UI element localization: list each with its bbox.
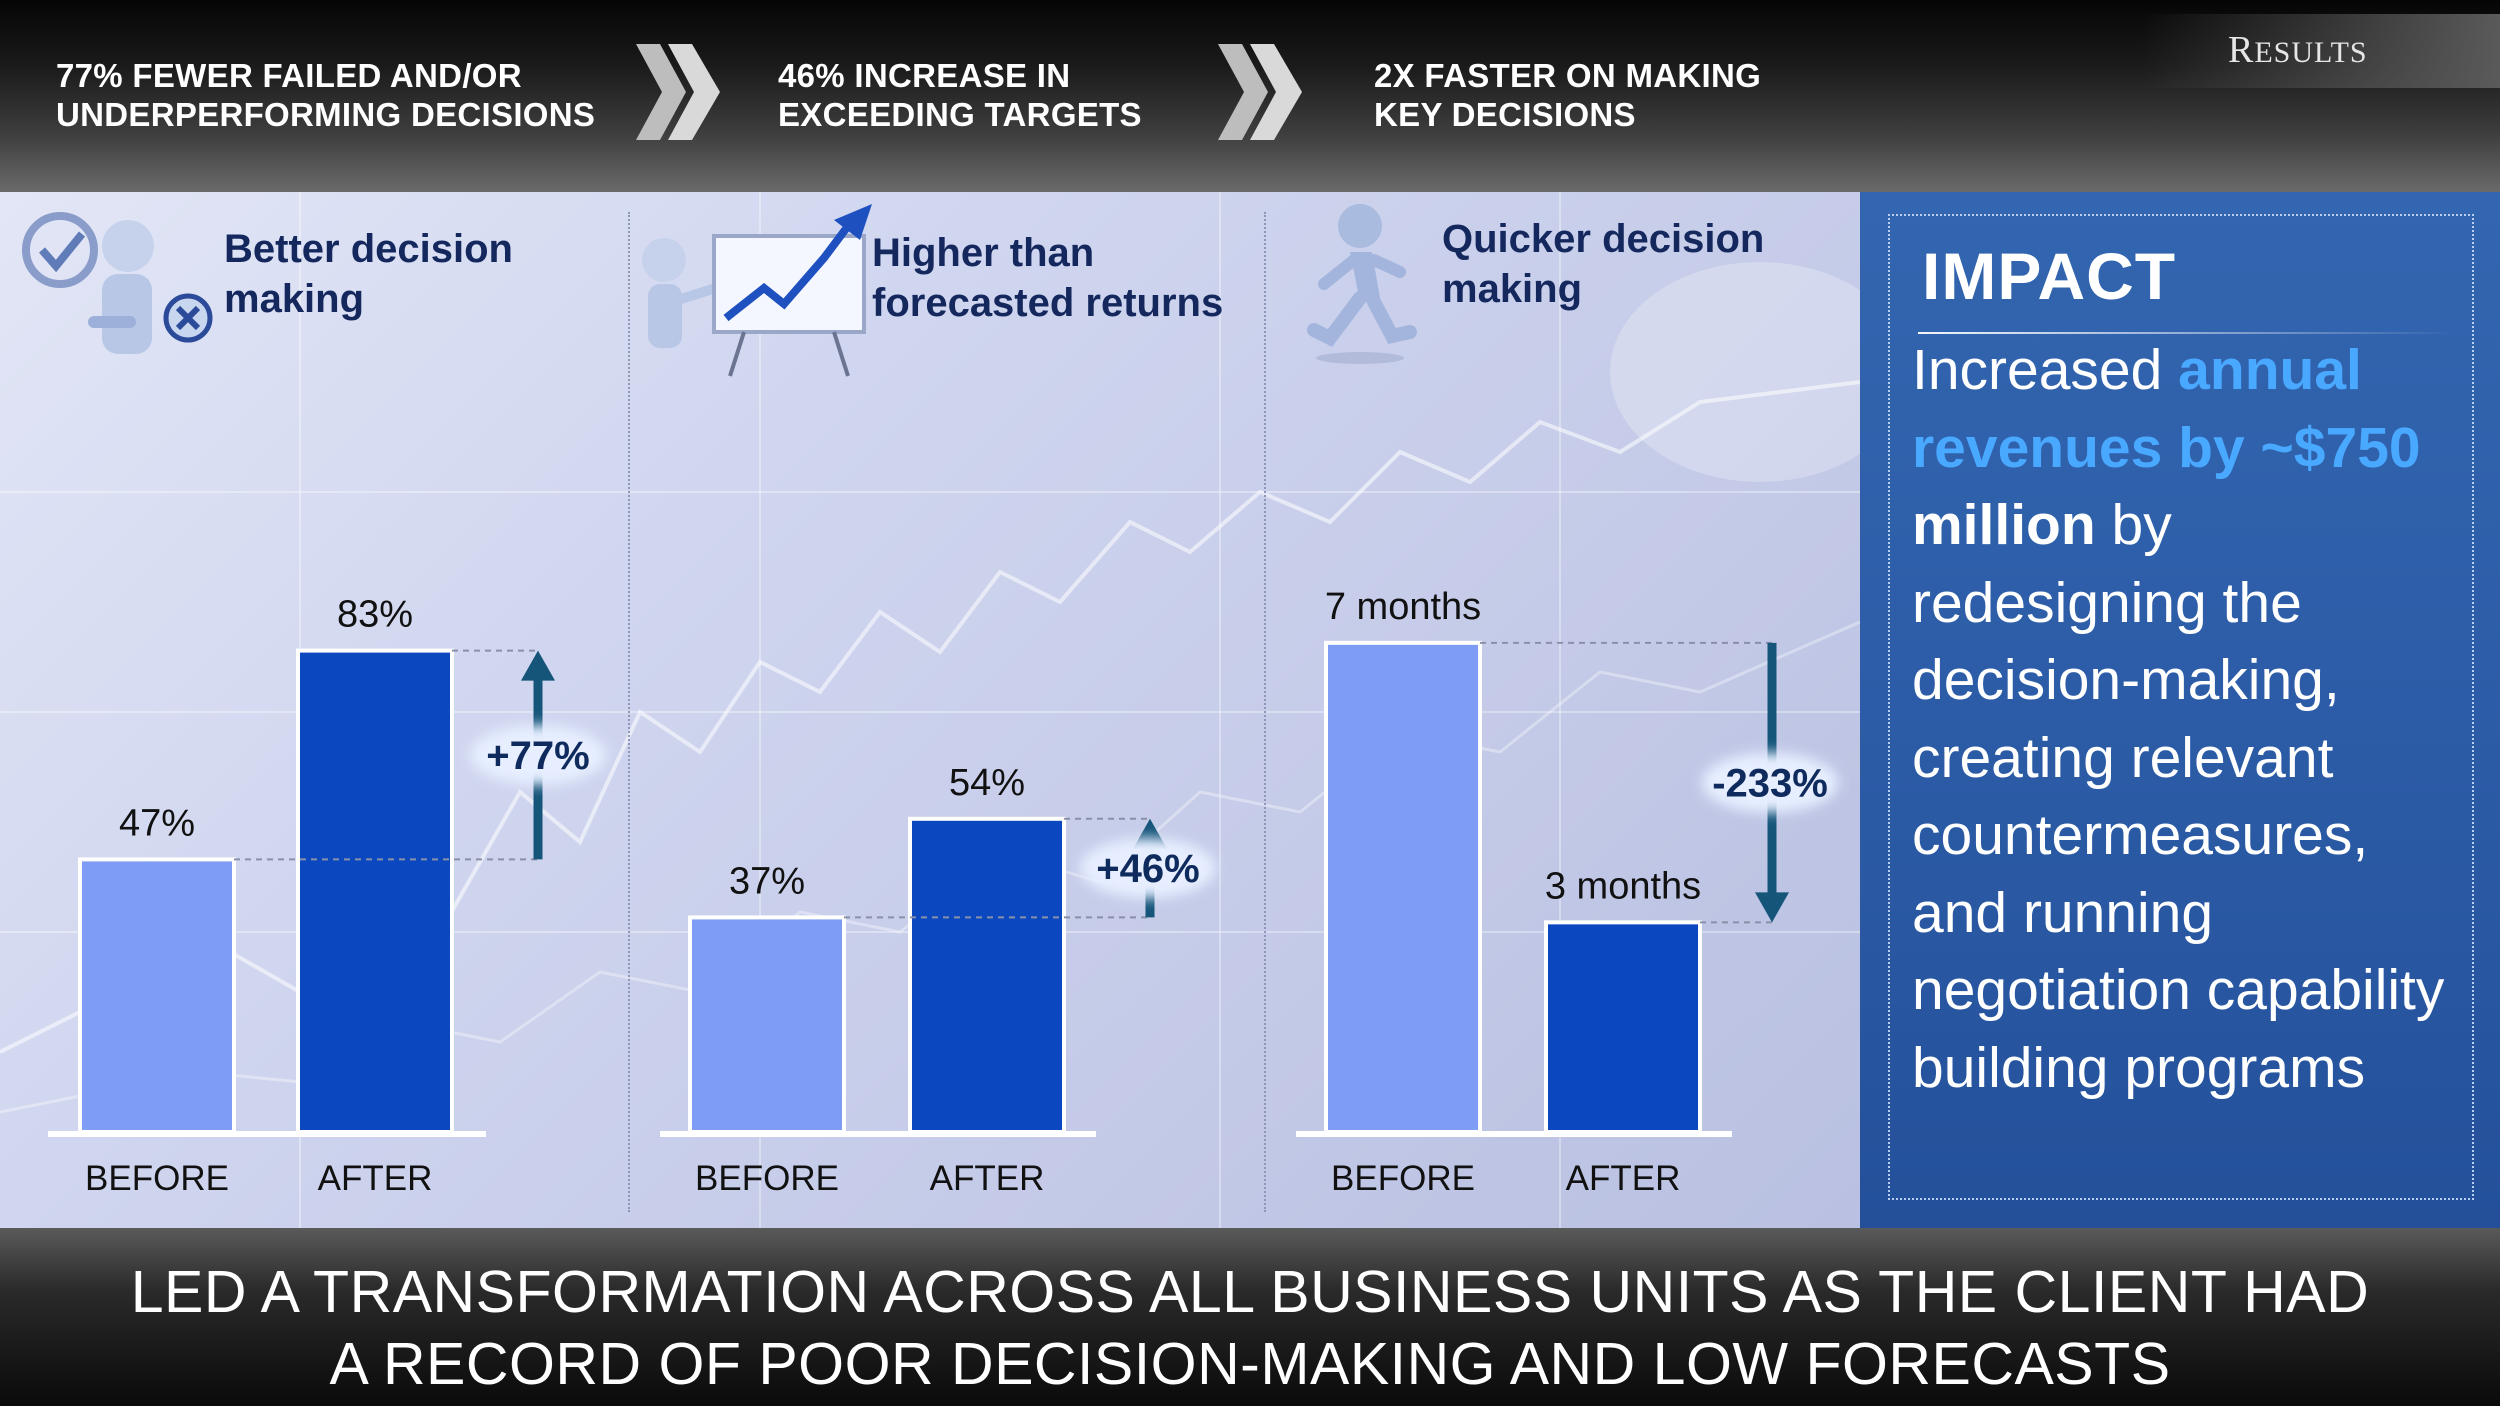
column-divider: [1264, 212, 1266, 1212]
bar-before: [78, 857, 236, 1135]
x-axis-category-label: AFTER: [930, 1159, 1045, 1198]
chart-title-line: Quicker decision: [1442, 217, 1765, 261]
change-label-badge: [1080, 838, 1216, 899]
top-banner: 77% FEWER FAILED AND/OR UNDERPERFORMING …: [0, 0, 2500, 192]
running-person-icon: [1307, 204, 1417, 364]
impact-divider: [1918, 332, 2458, 334]
double-chevron-right-icon: [636, 44, 720, 140]
impact-description: Increased annual revenues by ~$750 milli…: [1912, 332, 2472, 1107]
impact-text-part: by redesigning the decision-making, crea…: [1912, 493, 2445, 1100]
x-axis-category-label: BEFORE: [85, 1159, 229, 1198]
change-arrowhead: [1755, 892, 1789, 923]
double-chevron-right-icon: [1218, 44, 1302, 140]
change-label: -233%: [1712, 762, 1828, 806]
impact-title: IMPACT: [1922, 239, 2177, 313]
highlight-line: 46% INCREASE IN: [778, 57, 1071, 94]
section-label-rest: ESULTS: [2254, 36, 2368, 69]
chart-2-title: Higher than forecasted returns: [872, 228, 1223, 328]
impact-text-part: Increased: [1912, 338, 2179, 402]
bar-value-label: 37%: [729, 860, 805, 902]
summary-line: A RECORD OF POOR DECISION-MAKING AND LOW…: [329, 1331, 2171, 1397]
bar-before: [1324, 640, 1482, 1134]
chart-title-line: Better decision: [224, 227, 513, 271]
change-label-badge: [470, 725, 606, 785]
bar-after: [908, 816, 1066, 1134]
bar-value-label: 54%: [949, 762, 1025, 804]
highlight-line: EXCEEDING TARGETS: [778, 96, 1142, 133]
change-label: +46%: [1096, 847, 1199, 891]
bar-before: [688, 915, 846, 1135]
section-label: RESULTS: [2140, 14, 2500, 88]
section-label-initial: R: [2228, 29, 2255, 71]
highlight-line: 77% FEWER FAILED AND/OR: [56, 57, 522, 94]
impact-panel: IMPACT Increased annual revenues by ~$75…: [1860, 192, 2500, 1228]
highlight-increase-exceeding-targets: 46% INCREASE IN EXCEEDING TARGETS: [778, 56, 1142, 134]
chart-title-line: forecasted returns: [872, 281, 1224, 325]
bar-value-label: 7 months: [1325, 586, 1481, 628]
chart-1-title: Better decision making: [224, 224, 513, 324]
change-label-badge: [1702, 752, 1838, 813]
change-arrowhead: [521, 650, 555, 681]
person-with-check-and-x-icon: [22, 212, 213, 354]
highlight-line: 2X FASTER ON MAKING: [1374, 57, 1762, 94]
highlight-faster-decisions: 2X FASTER ON MAKING KEY DECISIONS: [1374, 56, 1761, 134]
summary-banner: LED A TRANSFORMATION ACROSS ALL BUSINESS…: [0, 1228, 2500, 1406]
chart-title-line: making: [224, 277, 365, 321]
before-after-bar-charts: 47% BEFORE 83% AFTER +77% 37% BEFORE 54% AFTER +4…: [48, 586, 1838, 1198]
impact-highlight: annual revenues by ~$750: [1912, 338, 2421, 480]
summary-line: LED A TRANSFORMATION ACROSS ALL BUSINESS…: [130, 1259, 2370, 1325]
column-divider: [628, 212, 630, 1212]
x-axis-category-label: BEFORE: [1331, 1159, 1475, 1198]
chart-title-line: Higher than: [872, 231, 1095, 275]
highlight-line: KEY DECISIONS: [1374, 96, 1636, 133]
x-axis-category-label: AFTER: [318, 1159, 433, 1198]
highlight-line: UNDERPERFORMING DECISIONS: [56, 96, 596, 133]
chart-title-line: making: [1442, 267, 1583, 311]
chart-3-title: Quicker decision making: [1442, 214, 1764, 314]
charts-panel: Better decision making Higher than forec…: [0, 192, 1860, 1228]
impact-bold: million: [1912, 493, 2096, 557]
bar-value-label: 83%: [337, 594, 413, 636]
bar-value-label: 3 months: [1545, 865, 1701, 907]
x-axis-category-label: BEFORE: [695, 1159, 839, 1198]
change-label: +77%: [486, 734, 589, 778]
highlight-fewer-failed-decisions: 77% FEWER FAILED AND/OR UNDERPERFORMING …: [56, 56, 595, 134]
impact-box: IMPACT Increased annual revenues by ~$75…: [1888, 214, 2474, 1200]
bar-after: [296, 648, 454, 1134]
x-axis-category-label: AFTER: [1566, 1159, 1681, 1198]
bar-value-label: 47%: [119, 802, 195, 844]
bar-after: [1544, 920, 1702, 1134]
person-pointing-at-growth-chart-icon: [642, 204, 872, 377]
